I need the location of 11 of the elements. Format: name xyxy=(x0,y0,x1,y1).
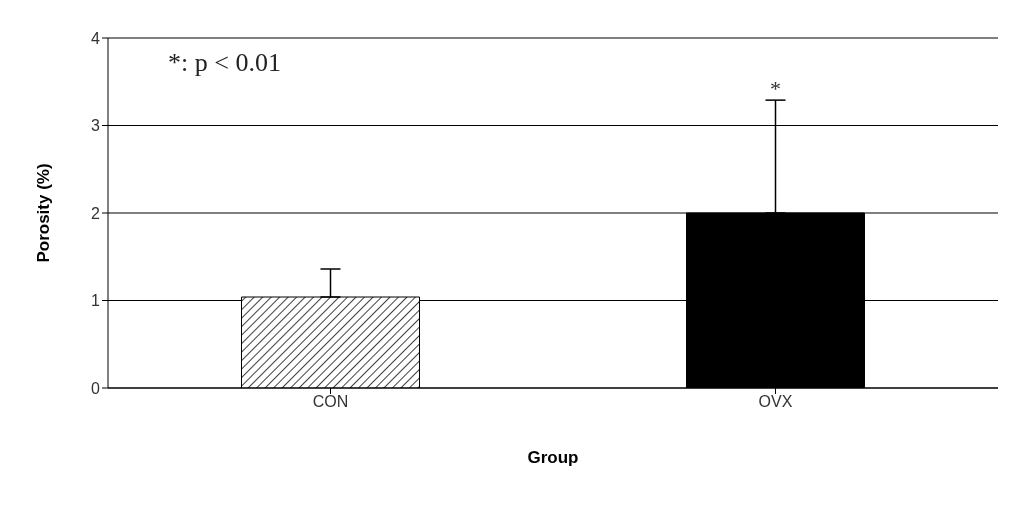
x-tick-label: OVX xyxy=(758,393,793,411)
y-tick-label: 1 xyxy=(91,292,101,310)
y-tick-label: 0 xyxy=(91,379,101,397)
y-tick-label: 4 xyxy=(91,29,101,47)
x-tick-label: CON xyxy=(312,393,349,411)
y-axis-title: Porosity (%) xyxy=(34,163,54,263)
y-tick-label: 2 xyxy=(91,204,101,222)
y-tick-label: 3 xyxy=(91,117,101,135)
x-axis-title: Group xyxy=(527,448,579,467)
annotation: * xyxy=(770,76,781,102)
annotation: *: p < 0.01 xyxy=(168,48,281,78)
